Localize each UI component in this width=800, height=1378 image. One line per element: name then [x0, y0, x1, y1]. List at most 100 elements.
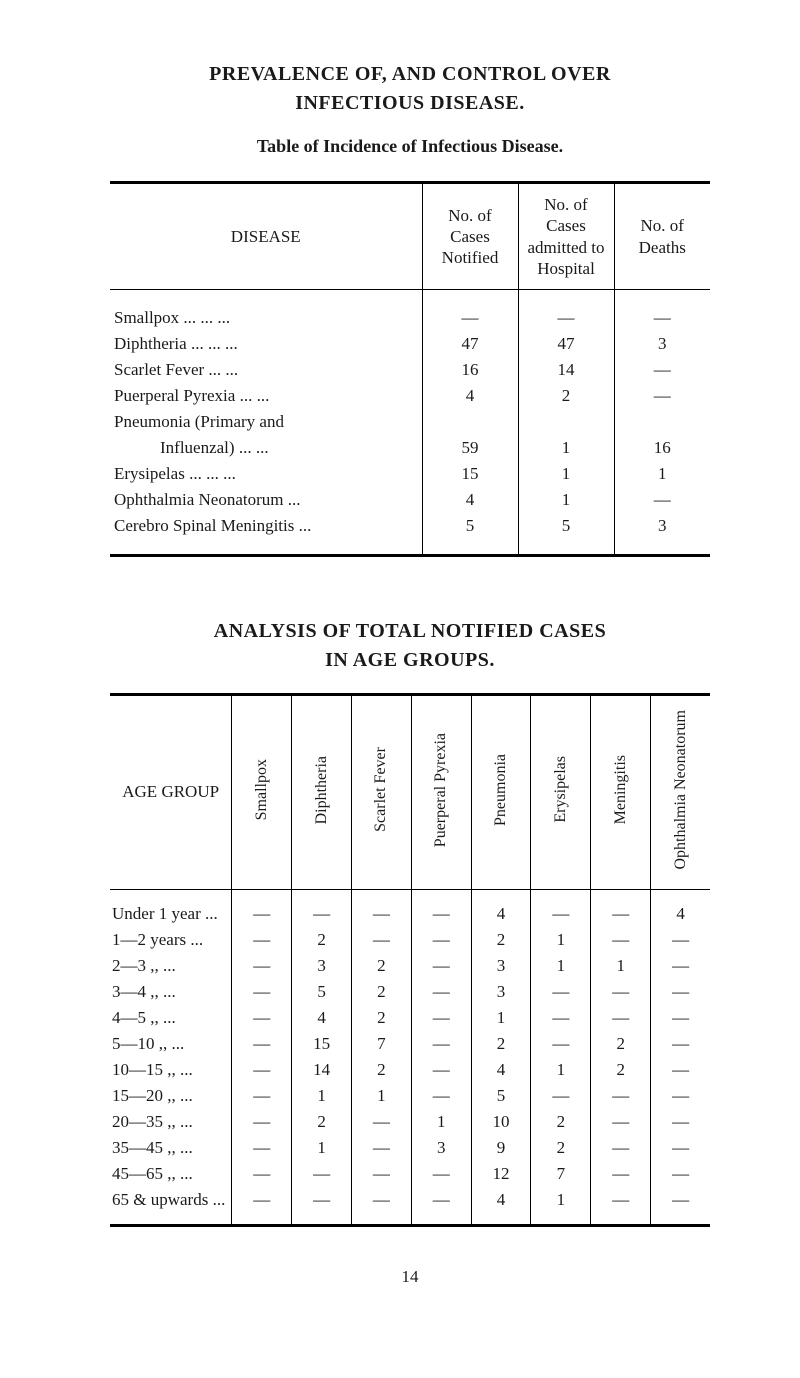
age-cell: — — [411, 1031, 471, 1057]
age-group-header: AGE GROUP — [110, 695, 232, 890]
age-cell: 2 — [351, 1057, 411, 1083]
table-row: 20—35 ,, ...—2—1102—— — [110, 1109, 710, 1135]
age-label: Under 1 year ... — [110, 889, 232, 927]
age-cell: — — [232, 1031, 292, 1057]
age-cell: — — [232, 1057, 292, 1083]
age-cell: 2 — [292, 1109, 352, 1135]
cell-admitted: — — [518, 290, 614, 332]
age-cell: 1 — [471, 1005, 531, 1031]
cell-admitted: 14 — [518, 357, 614, 383]
age-label: 1—2 years ... — [110, 927, 232, 953]
age-label: 4—5 ,, ... — [110, 1005, 232, 1031]
disease-label: Ophthalmia Neonatorum ... — [110, 487, 422, 513]
table-row: Smallpox ... ... ...——— — [110, 290, 710, 332]
cell-deaths: 3 — [614, 513, 710, 556]
age-cell: — — [411, 889, 471, 927]
age-cell: 4 — [471, 1187, 531, 1226]
age-cell: — — [651, 1135, 710, 1161]
cell-deaths: 1 — [614, 461, 710, 487]
age-col-header: Scarlet Fever — [351, 695, 411, 890]
age-cell: 1 — [531, 953, 591, 979]
disease-label: Scarlet Fever ... ... — [110, 357, 422, 383]
incidence-tbody: Smallpox ... ... ...———Diphtheria ... ..… — [110, 290, 710, 556]
age-label: 65 & upwards ... — [110, 1187, 232, 1226]
age-cell: — — [411, 927, 471, 953]
cell-deaths: — — [614, 487, 710, 513]
cell-notified: 4 — [422, 487, 518, 513]
cell-admitted: 47 — [518, 331, 614, 357]
cell-deaths: 16 — [614, 435, 710, 461]
age-label: 15—20 ,, ... — [110, 1083, 232, 1109]
age-col-header: Smallpox — [232, 695, 292, 890]
age-cell: — — [232, 1135, 292, 1161]
age-cell: 2 — [471, 927, 531, 953]
age-cell: — — [651, 953, 710, 979]
age-cell: — — [591, 1109, 651, 1135]
age-cell: — — [651, 1057, 710, 1083]
age-col-header: Erysipelas — [531, 695, 591, 890]
table-row: 65 & upwards ...————41—— — [110, 1187, 710, 1226]
age-cell: — — [591, 979, 651, 1005]
age-cell: 1 — [591, 953, 651, 979]
age-cell: 3 — [471, 979, 531, 1005]
age-cell: 7 — [351, 1031, 411, 1057]
age-cell: 2 — [531, 1109, 591, 1135]
age-cell: — — [531, 979, 591, 1005]
age-col-header: Puerperal Pyrexia — [411, 695, 471, 890]
age-cell: — — [232, 1083, 292, 1109]
table-row: Ophthalmia Neonatorum ...41— — [110, 487, 710, 513]
age-cell: — — [531, 889, 591, 927]
age-cell: — — [411, 979, 471, 1005]
cell-deaths: — — [614, 357, 710, 383]
age-cell: 4 — [292, 1005, 352, 1031]
age-cell: 2 — [351, 979, 411, 1005]
table-row: Pneumonia (Primary and — [110, 409, 710, 435]
col-deaths: No. ofDeaths — [614, 183, 710, 290]
age-cell: 4 — [471, 1057, 531, 1083]
age-cell: — — [351, 927, 411, 953]
incidence-table: DISEASE No. ofCasesNotified No. ofCasesa… — [110, 181, 710, 557]
table-row: Diphtheria ... ... ...47473 — [110, 331, 710, 357]
age-cell: — — [411, 1083, 471, 1109]
age-label: 35—45 ,, ... — [110, 1135, 232, 1161]
col-admitted-label: No. ofCasesadmitted toHospital — [528, 195, 605, 278]
age-cell: — — [591, 1083, 651, 1109]
cell-notified: 16 — [422, 357, 518, 383]
age-col-header: Ophthalmia Neonatorum — [651, 695, 710, 890]
table-row: Influenzal) ... ...59116 — [110, 435, 710, 461]
cell-notified: 59 — [422, 435, 518, 461]
age-cell: 5 — [292, 979, 352, 1005]
age-cell: — — [531, 1005, 591, 1031]
table-row: 1—2 years ...—2——21—— — [110, 927, 710, 953]
table-row: 4—5 ,, ...—42—1——— — [110, 1005, 710, 1031]
table-row: 15—20 ,, ...—11—5——— — [110, 1083, 710, 1109]
col-deaths-label: No. ofDeaths — [639, 216, 686, 256]
age-cell: — — [351, 1109, 411, 1135]
age-cell: — — [351, 1161, 411, 1187]
disease-label: Erysipelas ... ... ... — [110, 461, 422, 487]
age-cell: 1 — [411, 1109, 471, 1135]
table-row: 35—45 ,, ...—1—392—— — [110, 1135, 710, 1161]
disease-label: Cerebro Spinal Meningitis ... — [110, 513, 422, 556]
age-cell: — — [531, 1083, 591, 1109]
subtitle2-line-1: ANALYSIS OF TOTAL NOTIFIED CASES — [214, 620, 606, 642]
cell-admitted — [518, 409, 614, 435]
disease-label: Pneumonia (Primary and — [110, 409, 422, 435]
age-cell: 2 — [591, 1031, 651, 1057]
age-col-header: Meningitis — [591, 695, 651, 890]
age-cell: — — [351, 889, 411, 927]
age-cell: — — [591, 1005, 651, 1031]
age-tbody: Under 1 year ...————4——41—2 years ...—2—… — [110, 889, 710, 1225]
table-row: Cerebro Spinal Meningitis ...553 — [110, 513, 710, 556]
age-cell: 1 — [531, 1057, 591, 1083]
age-cell: 2 — [531, 1135, 591, 1161]
age-cell: — — [651, 1031, 710, 1057]
age-cell: 7 — [531, 1161, 591, 1187]
table-row: 10—15 ,, ...—142—412— — [110, 1057, 710, 1083]
age-col-header: Pneumonia — [471, 695, 531, 890]
age-cell: — — [292, 1161, 352, 1187]
age-cell: — — [651, 927, 710, 953]
age-cell: — — [232, 889, 292, 927]
age-cell: — — [411, 1187, 471, 1226]
age-cell: — — [232, 1005, 292, 1031]
